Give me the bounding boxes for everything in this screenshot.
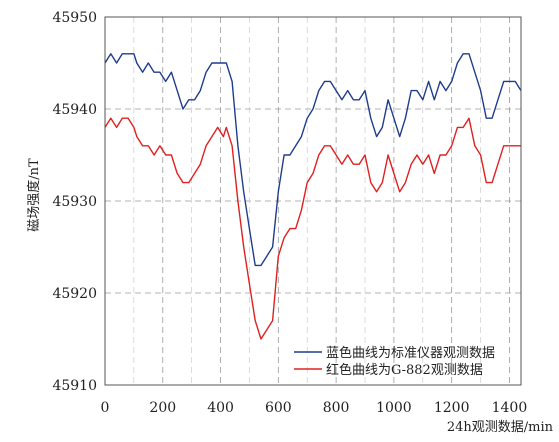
plot-frame [104,16,522,386]
series-line-1 [104,117,521,340]
grid-lines [105,17,521,386]
x-tick-label: 600 [265,400,292,416]
y-tick-labels: 45910 45920 45930 45940 45950 [52,10,97,394]
y-tick-label: 45910 [52,378,97,394]
x-tick-label: 400 [207,400,234,416]
series-line-0 [104,53,522,267]
y-tick-label: 45920 [52,286,97,302]
x-tick-labels: 0 200 400 600 800 1000 1200 1400 [101,400,528,416]
y-tick-label: 45940 [52,102,97,118]
y-tick-label: 45930 [52,194,97,210]
series-lines [104,53,522,340]
x-tick-label: 1200 [434,400,470,416]
x-tick-label: 1000 [376,400,412,416]
x-tick-label: 0 [101,400,110,416]
x-tick-label: 800 [323,400,350,416]
y-tick-label: 45950 [52,10,97,26]
legend-label-red: 红色曲线为G-882观测数据 [326,362,483,378]
legend: 蓝色曲线为标准仪器观测数据 红色曲线为G-882观测数据 [294,345,495,378]
legend-label-blue: 蓝色曲线为标准仪器观测数据 [326,345,495,361]
x-tick-label: 1400 [492,400,528,416]
x-axis-label: 24h观测数据/min [447,420,554,435]
x-tick-label: 200 [149,400,176,416]
y-axis-label: 磁场强度/nT [26,158,42,232]
